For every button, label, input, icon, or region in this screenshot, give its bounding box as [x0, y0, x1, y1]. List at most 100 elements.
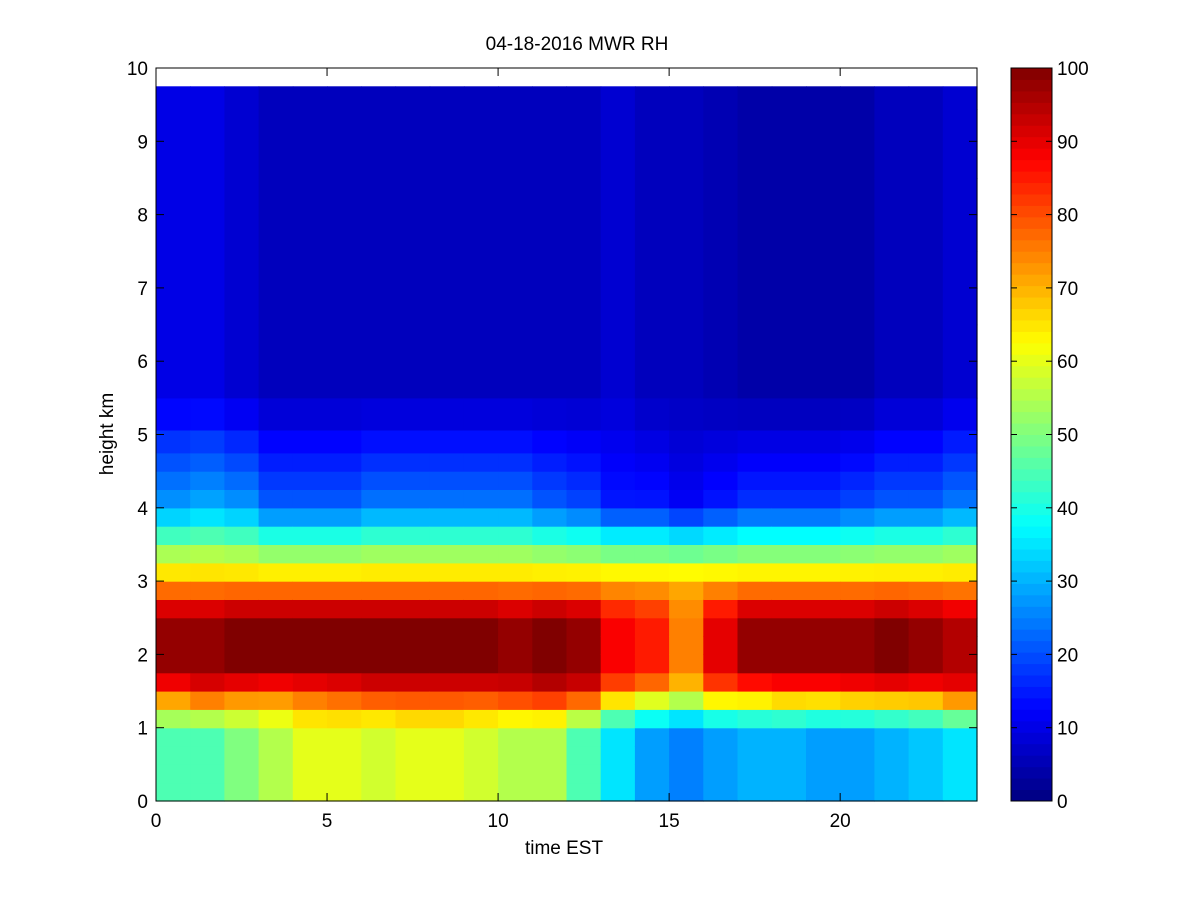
heatmap-cell [361, 489, 397, 509]
heatmap-cell [737, 109, 773, 142]
heatmap-cell [258, 562, 294, 582]
heatmap-cell [224, 287, 260, 326]
heatmap-cell [156, 764, 191, 784]
heatmap-cell [908, 599, 944, 619]
heatmap-cell [634, 544, 670, 564]
colorbar-swatch [1011, 491, 1052, 504]
heatmap-cell [566, 178, 602, 216]
heatmap-cell [156, 617, 191, 637]
heatmap-cell [395, 562, 431, 582]
heatmap-cell [532, 141, 568, 179]
heatmap-cell [634, 636, 670, 655]
heatmap-cell [498, 617, 533, 637]
heatmap-cell [395, 452, 431, 472]
colorbar-swatch [1011, 652, 1052, 665]
heatmap-cell [908, 617, 944, 637]
heatmap-cell [703, 452, 739, 472]
colorbar-swatch [1011, 434, 1052, 447]
heatmap-cell [600, 429, 636, 454]
heatmap-cell [703, 397, 739, 431]
heatmap-cell [874, 562, 910, 582]
heatmap-cell [292, 471, 328, 490]
heatmap-cell [908, 709, 944, 729]
heatmap-cell [874, 324, 910, 362]
heatmap-cell [395, 251, 431, 289]
heatmap-cell [703, 581, 739, 600]
heatmap-cell [532, 782, 568, 802]
heatmap-cell [224, 782, 260, 802]
heatmap-cell [737, 727, 773, 747]
heatmap-cell [908, 764, 944, 784]
heatmap-cell [840, 214, 875, 252]
heatmap-cell [840, 251, 875, 289]
heatmap-cell [908, 544, 944, 564]
heatmap-cell [395, 581, 431, 600]
heatmap-cell [190, 764, 225, 784]
heatmap-cell [703, 544, 739, 564]
heatmap-cell [429, 691, 465, 710]
heatmap-cell [498, 599, 533, 619]
heatmap-cell [669, 654, 704, 674]
heatmap-cell [874, 581, 910, 600]
heatmap-cell [600, 599, 636, 619]
heatmap-cell [634, 599, 670, 619]
heatmap-cell [942, 709, 978, 729]
heatmap-cell [292, 746, 328, 765]
y-tick-label: 7 [137, 279, 148, 300]
heatmap-cell [292, 86, 328, 110]
heatmap-cell [771, 141, 807, 179]
heatmap-cell [874, 429, 910, 454]
heatmap-cell [395, 782, 431, 802]
heatmap-cell [942, 562, 978, 582]
heatmap-cell [840, 727, 875, 747]
colorbar-swatch [1011, 594, 1052, 607]
heatmap-cell [429, 709, 465, 729]
colorbar-swatch [1011, 686, 1052, 699]
heatmap-cell [942, 581, 978, 600]
heatmap-cell [463, 746, 499, 765]
heatmap-cell [361, 324, 397, 362]
heatmap-cell [258, 654, 294, 674]
colorbar-swatch [1011, 308, 1052, 321]
heatmap-cell [463, 599, 499, 619]
heatmap-cell [806, 452, 841, 472]
y-tick-label: 4 [137, 499, 148, 520]
y-axis-ticks: 0 1 2 3 4 5 6 7 8 9 10 [127, 59, 977, 813]
heatmap-cell [156, 251, 191, 289]
heatmap-cell [395, 397, 431, 431]
heatmap-cell [258, 727, 294, 747]
heatmap-cell [703, 251, 739, 289]
heatmap-cell [258, 691, 294, 710]
colorbar-tick-label: 70 [1057, 279, 1078, 300]
heatmap-cell [600, 109, 636, 142]
heatmap-cell [327, 489, 362, 509]
heatmap-cell [908, 429, 944, 454]
colorbar-swatch [1011, 79, 1052, 92]
heatmap-cell [737, 617, 773, 637]
heatmap-cell [429, 544, 465, 564]
heatmap-cell [292, 526, 328, 545]
heatmap-cell [942, 86, 978, 110]
heatmap-cell [156, 507, 191, 527]
heatmap-cell [361, 544, 397, 564]
colorbar-swatch [1011, 193, 1052, 206]
heatmap-cell [190, 214, 225, 252]
heatmap-cell [600, 764, 636, 784]
heatmap-cell [429, 636, 465, 655]
heatmap-cell [258, 489, 294, 509]
colorbar-swatch [1011, 113, 1052, 126]
heatmap-cell [634, 562, 670, 582]
heatmap-cell [395, 178, 431, 216]
heatmap-cell [634, 86, 670, 110]
heatmap-cell [942, 178, 978, 216]
x-tick-label: 20 [830, 811, 851, 832]
heatmap-cell [908, 672, 944, 692]
heatmap-cell [292, 727, 328, 747]
heatmap-cell [600, 672, 636, 692]
heatmap-cell [669, 86, 704, 110]
heatmap-cell [327, 691, 362, 710]
heatmap-cell [874, 397, 910, 431]
heatmap-cell [669, 746, 704, 765]
heatmap-cell [703, 691, 739, 710]
heatmap-cell [498, 489, 533, 509]
